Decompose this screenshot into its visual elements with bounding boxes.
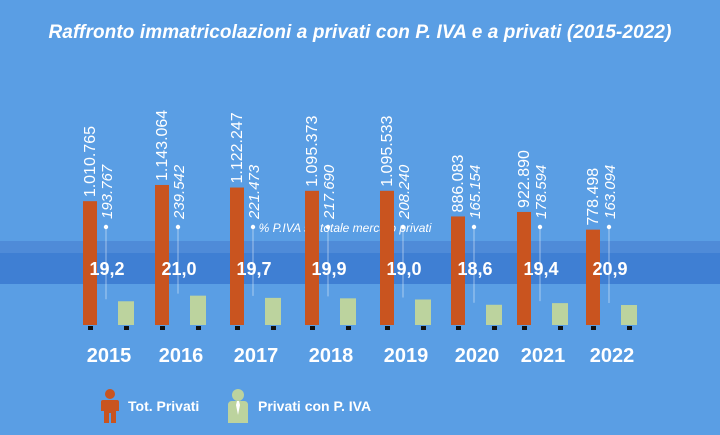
x-tick-label: 2020 [455,345,500,367]
data-label-privati-piva: 193.767 [99,164,116,219]
leader-dot [400,224,406,230]
leader-dot [175,224,181,230]
data-label-tot-privati: 1.095.373 [304,116,321,187]
tick-mark [310,326,315,330]
x-tick-label: 2015 [87,345,132,367]
tick-mark [522,326,527,330]
x-tick-label: 2019 [384,345,429,367]
bar-tot-privati [451,216,465,325]
tick-mark [456,326,461,330]
x-tick-label: 2018 [309,345,354,367]
tick-mark [558,326,563,330]
leader-dot [537,224,543,230]
share-value: 19,2 [89,259,124,279]
x-tick-label: 2017 [234,345,279,367]
bar-tot-privati [305,190,319,325]
data-label-privati-piva: 165.154 [467,165,484,219]
tick-mark [385,326,390,330]
data-label-tot-privati: 778.498 [585,168,602,226]
tick-mark [421,326,426,330]
data-label-privati-piva: 221.473 [246,164,263,220]
data-label-privati-piva: 208.240 [396,164,413,220]
chart-title: Raffronto immatricolazioni a privati con… [48,22,672,43]
data-label-tot-privati: 1.095.533 [379,116,396,187]
tick-mark [627,326,632,330]
share-band-highlight [0,241,720,253]
leader-dot [471,224,477,230]
tick-mark [591,326,596,330]
data-label-tot-privati: 1.143.064 [154,110,171,181]
tick-mark [235,326,240,330]
leader-dot [606,224,612,230]
legend-item-privati-piva: Privati con P. IVA [226,386,371,426]
legend-label-privati-piva: Privati con P. IVA [258,398,372,414]
legend-item-tot-privati: Tot. Privati [100,386,199,426]
data-label-privati-piva: 163.094 [602,165,619,219]
bar-privati-piva [621,305,637,325]
businessman-icon [228,389,248,423]
tick-mark [196,326,201,330]
tick-mark [124,326,129,330]
share-value: 21,0 [161,259,196,279]
bar-privati-piva [552,303,568,325]
bar-privati-piva [190,295,206,325]
bar-tot-privati [230,187,244,325]
share-value: 19,0 [386,259,421,279]
bar-tot-privati [83,201,97,325]
x-tick-label: 2022 [590,345,635,367]
bar-privati-piva [340,298,356,325]
x-tick-label: 2021 [521,345,566,367]
tick-mark [492,326,497,330]
share-value: 19,7 [236,259,271,279]
tick-mark [271,326,276,330]
bar-privati-piva [486,304,502,325]
bar-tot-privati [517,211,531,325]
share-value: 19,4 [523,259,558,279]
data-label-tot-privati: 922.890 [516,150,533,208]
data-label-privati-piva: 178.594 [533,165,550,219]
leader-dot [250,224,256,230]
bar-tot-privati [380,190,394,325]
bar-privati-piva [415,299,431,325]
data-label-tot-privati: 886.083 [450,155,467,213]
bar-tot-privati [586,229,600,325]
share-value: 18,6 [457,259,492,279]
share-value: 19,9 [311,259,346,279]
leader-dot [103,224,109,230]
leader-dot [325,224,331,230]
x-tick-label: 2016 [159,345,204,367]
data-label-privati-piva: 217.690 [321,164,338,220]
share-value: 20,9 [592,259,627,279]
share-band-label: % P.IVA su totale mercato privati [259,221,432,235]
data-label-tot-privati: 1.010.765 [82,126,99,197]
bar-privati-piva [118,301,134,325]
legend-label-tot-privati: Tot. Privati [128,398,200,414]
tick-mark [160,326,165,330]
bar-privati-piva [265,297,281,325]
tick-mark [88,326,93,330]
person-icon [101,389,119,423]
data-label-tot-privati: 1.122.247 [229,112,246,183]
bar-tot-privati [155,184,169,325]
tick-mark [346,326,351,330]
data-label-privati-piva: 239.542 [171,164,188,220]
